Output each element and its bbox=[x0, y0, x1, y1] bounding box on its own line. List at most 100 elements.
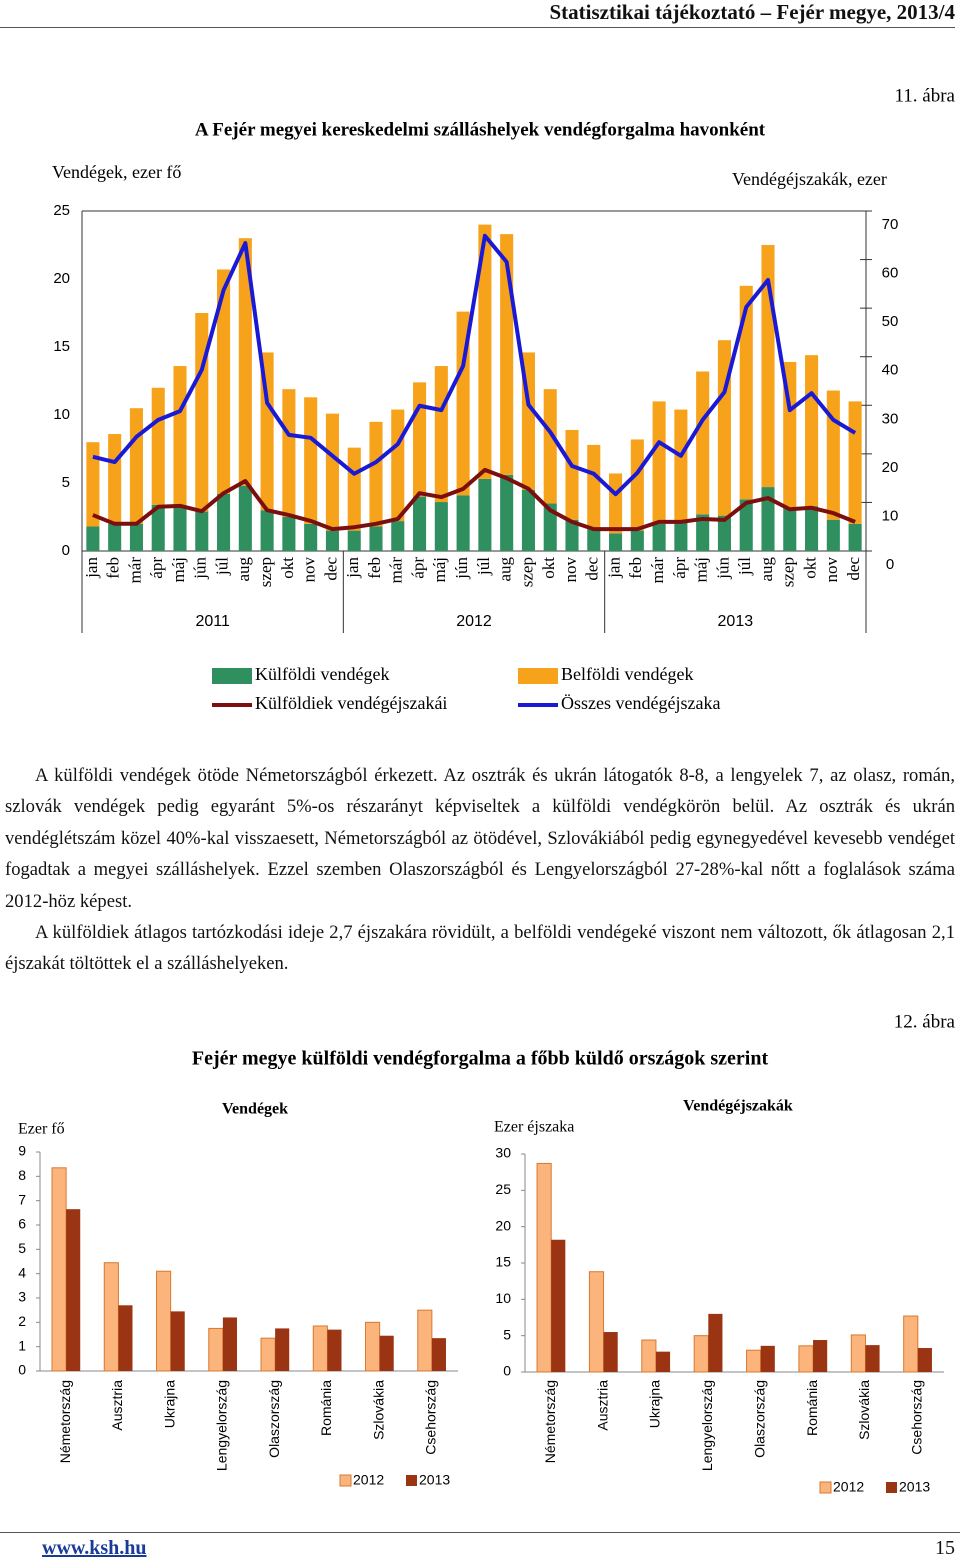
y-tick-label: 10 bbox=[53, 406, 70, 423]
y-tick-label: 10 bbox=[495, 1290, 511, 1306]
y-tick-label: 0 bbox=[503, 1363, 511, 1379]
bar bbox=[327, 1329, 342, 1371]
y-tick-label: 2 bbox=[18, 1313, 26, 1329]
bar bbox=[51, 1167, 67, 1372]
x-tick-label: Lengyelország bbox=[214, 1380, 230, 1471]
x-tick-label: Szlovákia bbox=[370, 1380, 386, 1440]
legend-swatch bbox=[886, 1482, 897, 1493]
x-tick-label: júl bbox=[474, 557, 493, 576]
bar bbox=[391, 521, 405, 551]
figure-title: Fejér megye külföldi vendégforgalma a fő… bbox=[192, 1048, 769, 1070]
bar bbox=[282, 517, 296, 551]
y-tick-label: 5 bbox=[62, 474, 70, 491]
bar bbox=[86, 526, 100, 551]
bar bbox=[478, 478, 492, 551]
page-number: 15 bbox=[935, 1537, 955, 1559]
x-tick-label: jún bbox=[191, 557, 210, 580]
y-tick-label: 8 bbox=[18, 1167, 26, 1183]
x-tick-label: jún bbox=[713, 557, 732, 580]
bar bbox=[826, 390, 840, 520]
x-tick-label: jan bbox=[82, 557, 101, 579]
y2-tick-label: 40 bbox=[882, 362, 899, 379]
bar bbox=[282, 389, 296, 517]
bar bbox=[521, 352, 535, 490]
bar bbox=[805, 506, 819, 551]
x-tick-label: Románia bbox=[804, 1380, 820, 1436]
bar bbox=[413, 496, 427, 551]
x-tick-label: aug bbox=[496, 557, 515, 582]
bar bbox=[739, 285, 753, 500]
bar bbox=[652, 401, 666, 524]
bar bbox=[609, 473, 623, 534]
bar bbox=[413, 382, 427, 497]
legend-label: 2012 bbox=[353, 1472, 384, 1488]
bar bbox=[850, 1334, 866, 1373]
year-label: 2011 bbox=[195, 613, 230, 630]
x-tick-label: már bbox=[387, 557, 406, 584]
chart-title: Vendégéjszakák bbox=[683, 1098, 793, 1115]
x-tick-label: feb bbox=[104, 557, 123, 579]
bar bbox=[693, 1335, 709, 1373]
y-tick-label: 3 bbox=[18, 1289, 26, 1305]
bar bbox=[108, 523, 122, 551]
x-tick-label: jan bbox=[604, 557, 623, 579]
x-tick-label: már bbox=[125, 557, 144, 584]
bar bbox=[717, 515, 731, 551]
x-tick-label: ápr bbox=[147, 557, 166, 579]
bar bbox=[696, 514, 710, 551]
bar bbox=[500, 234, 514, 475]
bar bbox=[312, 1325, 328, 1372]
y-tick-label: 25 bbox=[53, 202, 70, 219]
page-footer: www.ksh.hu 15 bbox=[0, 1532, 960, 1559]
site-link[interactable]: www.ksh.hu bbox=[42, 1537, 147, 1559]
bar bbox=[151, 387, 165, 505]
bar bbox=[587, 444, 601, 530]
x-tick-label: Csehország bbox=[423, 1380, 439, 1455]
x-tick-label: Szlovákia bbox=[856, 1380, 872, 1440]
bar bbox=[865, 1345, 880, 1372]
y-tick-label: 5 bbox=[18, 1240, 26, 1256]
x-tick-label: feb bbox=[626, 557, 645, 579]
y-axis-title: Vendégek, ezer fő bbox=[52, 162, 181, 182]
bar bbox=[641, 1339, 657, 1373]
bar bbox=[66, 1209, 81, 1371]
y2-tick-label: 50 bbox=[882, 313, 899, 330]
y-tick-label: 9 bbox=[18, 1143, 26, 1159]
bar bbox=[500, 474, 514, 551]
bar bbox=[630, 530, 644, 551]
bar bbox=[365, 1321, 381, 1372]
y-axis-title: Ezer fő bbox=[18, 1121, 65, 1138]
bar bbox=[118, 1305, 133, 1371]
bar bbox=[222, 1317, 237, 1371]
bar bbox=[347, 447, 361, 531]
x-tick-label: júl bbox=[212, 557, 231, 576]
y2-tick-label: 20 bbox=[882, 459, 899, 476]
x-tick-label: Olaszország bbox=[266, 1380, 282, 1458]
bar bbox=[456, 311, 470, 496]
y-tick-label: 1 bbox=[18, 1337, 26, 1353]
bar bbox=[708, 1313, 723, 1372]
x-tick-label: jan bbox=[343, 557, 362, 579]
y2-tick-label: 0 bbox=[886, 556, 894, 573]
x-tick-label: Németország bbox=[542, 1380, 558, 1463]
bar bbox=[717, 340, 731, 516]
bar bbox=[565, 429, 579, 520]
x-tick-label: már bbox=[648, 557, 667, 584]
bar bbox=[195, 313, 209, 512]
x-tick-label: ápr bbox=[408, 557, 427, 579]
bar bbox=[108, 434, 122, 524]
bar bbox=[103, 1262, 119, 1372]
bar bbox=[761, 487, 775, 551]
legend-swatch bbox=[819, 1481, 832, 1494]
bar bbox=[173, 506, 187, 551]
x-tick-label: Ausztria bbox=[594, 1380, 610, 1431]
bar bbox=[696, 371, 710, 515]
bar bbox=[391, 409, 405, 522]
bar bbox=[86, 442, 100, 527]
bar bbox=[347, 530, 361, 551]
bar bbox=[369, 421, 383, 527]
y-tick-label: 6 bbox=[18, 1216, 26, 1232]
y2-tick-label: 70 bbox=[882, 216, 899, 233]
y-tick-label: 7 bbox=[18, 1191, 26, 1207]
x-tick-label: nov bbox=[822, 557, 841, 583]
